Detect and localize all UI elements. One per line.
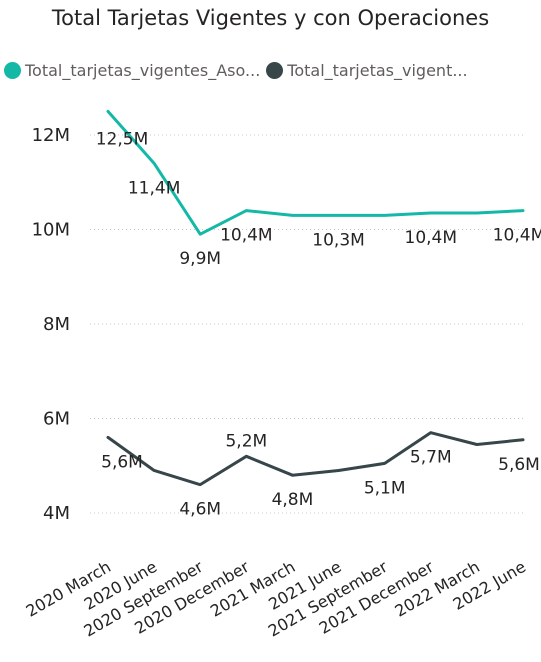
y-tick-label: 6M: [43, 409, 70, 430]
y-tick-label: 4M: [43, 503, 70, 524]
data-label: 12,5M: [96, 129, 149, 149]
legend-label: Total_tarjetas_vigent...: [287, 60, 468, 80]
series-line-1[interactable]: [106, 109, 525, 236]
data-label: 11,4M: [128, 178, 181, 198]
data-label: 10,4M: [493, 226, 541, 246]
legend-item-series-2[interactable]: Total_tarjetas_vigent...: [266, 60, 468, 80]
data-label: 5,1M: [364, 478, 406, 498]
data-label: 5,6M: [498, 455, 540, 475]
data-label: 10,4M: [405, 228, 458, 248]
data-label: 5,7M: [410, 448, 452, 468]
y-tick-label: 12M: [32, 125, 70, 146]
data-label: 4,6M: [179, 500, 221, 520]
legend-marker-icon: [4, 61, 21, 79]
data-label: 10,4M: [220, 226, 273, 246]
data-label: 9,9M: [179, 249, 221, 269]
y-tick-label: 8M: [43, 314, 70, 335]
legend-marker-icon: [266, 61, 284, 79]
data-label: 4,8M: [272, 490, 314, 510]
y-tick-label: 10M: [32, 220, 70, 241]
data-label: 5,2M: [225, 431, 267, 451]
legend-item-series-1[interactable]: Total_tarjetas_vigentes_Aso...: [4, 61, 260, 80]
legend-label: Total_tarjetas_vigentes_Aso...: [25, 60, 261, 80]
series-line-2[interactable]: [106, 431, 525, 487]
chart-title: Total Tarjetas Vigentes y con Operacione…: [51, 6, 490, 30]
data-label: 10,3M: [312, 230, 365, 250]
data-label: 5,6M: [101, 452, 143, 472]
legend: Total_tarjetas_vigentes_Aso... Total_tar…: [4, 58, 474, 82]
